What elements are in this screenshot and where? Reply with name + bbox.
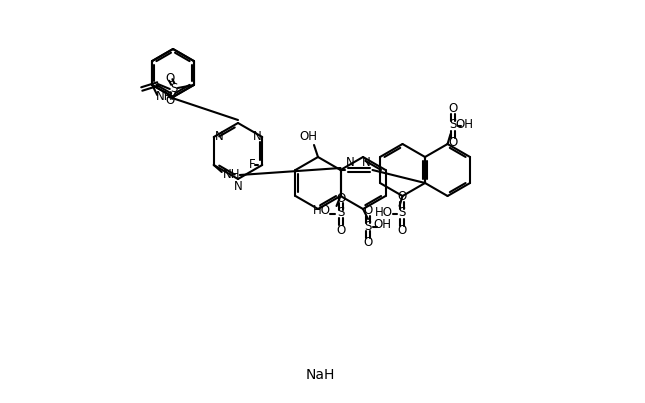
Text: O: O	[165, 71, 174, 85]
Text: NH: NH	[155, 91, 173, 104]
Text: NH: NH	[223, 168, 241, 181]
Text: HO: HO	[313, 204, 330, 218]
Text: O: O	[336, 224, 345, 237]
Text: O: O	[363, 204, 373, 218]
Text: N: N	[214, 131, 223, 143]
Text: N: N	[233, 181, 243, 193]
Text: O: O	[448, 102, 457, 116]
Text: N: N	[346, 156, 355, 170]
Text: HO: HO	[375, 206, 393, 220]
Text: N: N	[362, 156, 371, 170]
Text: OH: OH	[299, 131, 317, 143]
Text: O: O	[397, 224, 406, 237]
Text: F: F	[249, 158, 255, 172]
Text: O: O	[397, 191, 406, 204]
Text: S: S	[398, 206, 405, 220]
Text: S: S	[364, 220, 372, 233]
Text: O: O	[165, 93, 174, 106]
Text: OH: OH	[373, 218, 391, 231]
Text: S: S	[170, 83, 177, 96]
Text: OH: OH	[455, 118, 473, 131]
Text: O: O	[363, 237, 373, 249]
Text: N: N	[253, 131, 262, 143]
Text: O: O	[448, 137, 457, 150]
Text: S: S	[449, 118, 456, 131]
Text: O: O	[336, 191, 345, 204]
Text: NaH: NaH	[305, 368, 335, 382]
Text: S: S	[337, 206, 344, 218]
